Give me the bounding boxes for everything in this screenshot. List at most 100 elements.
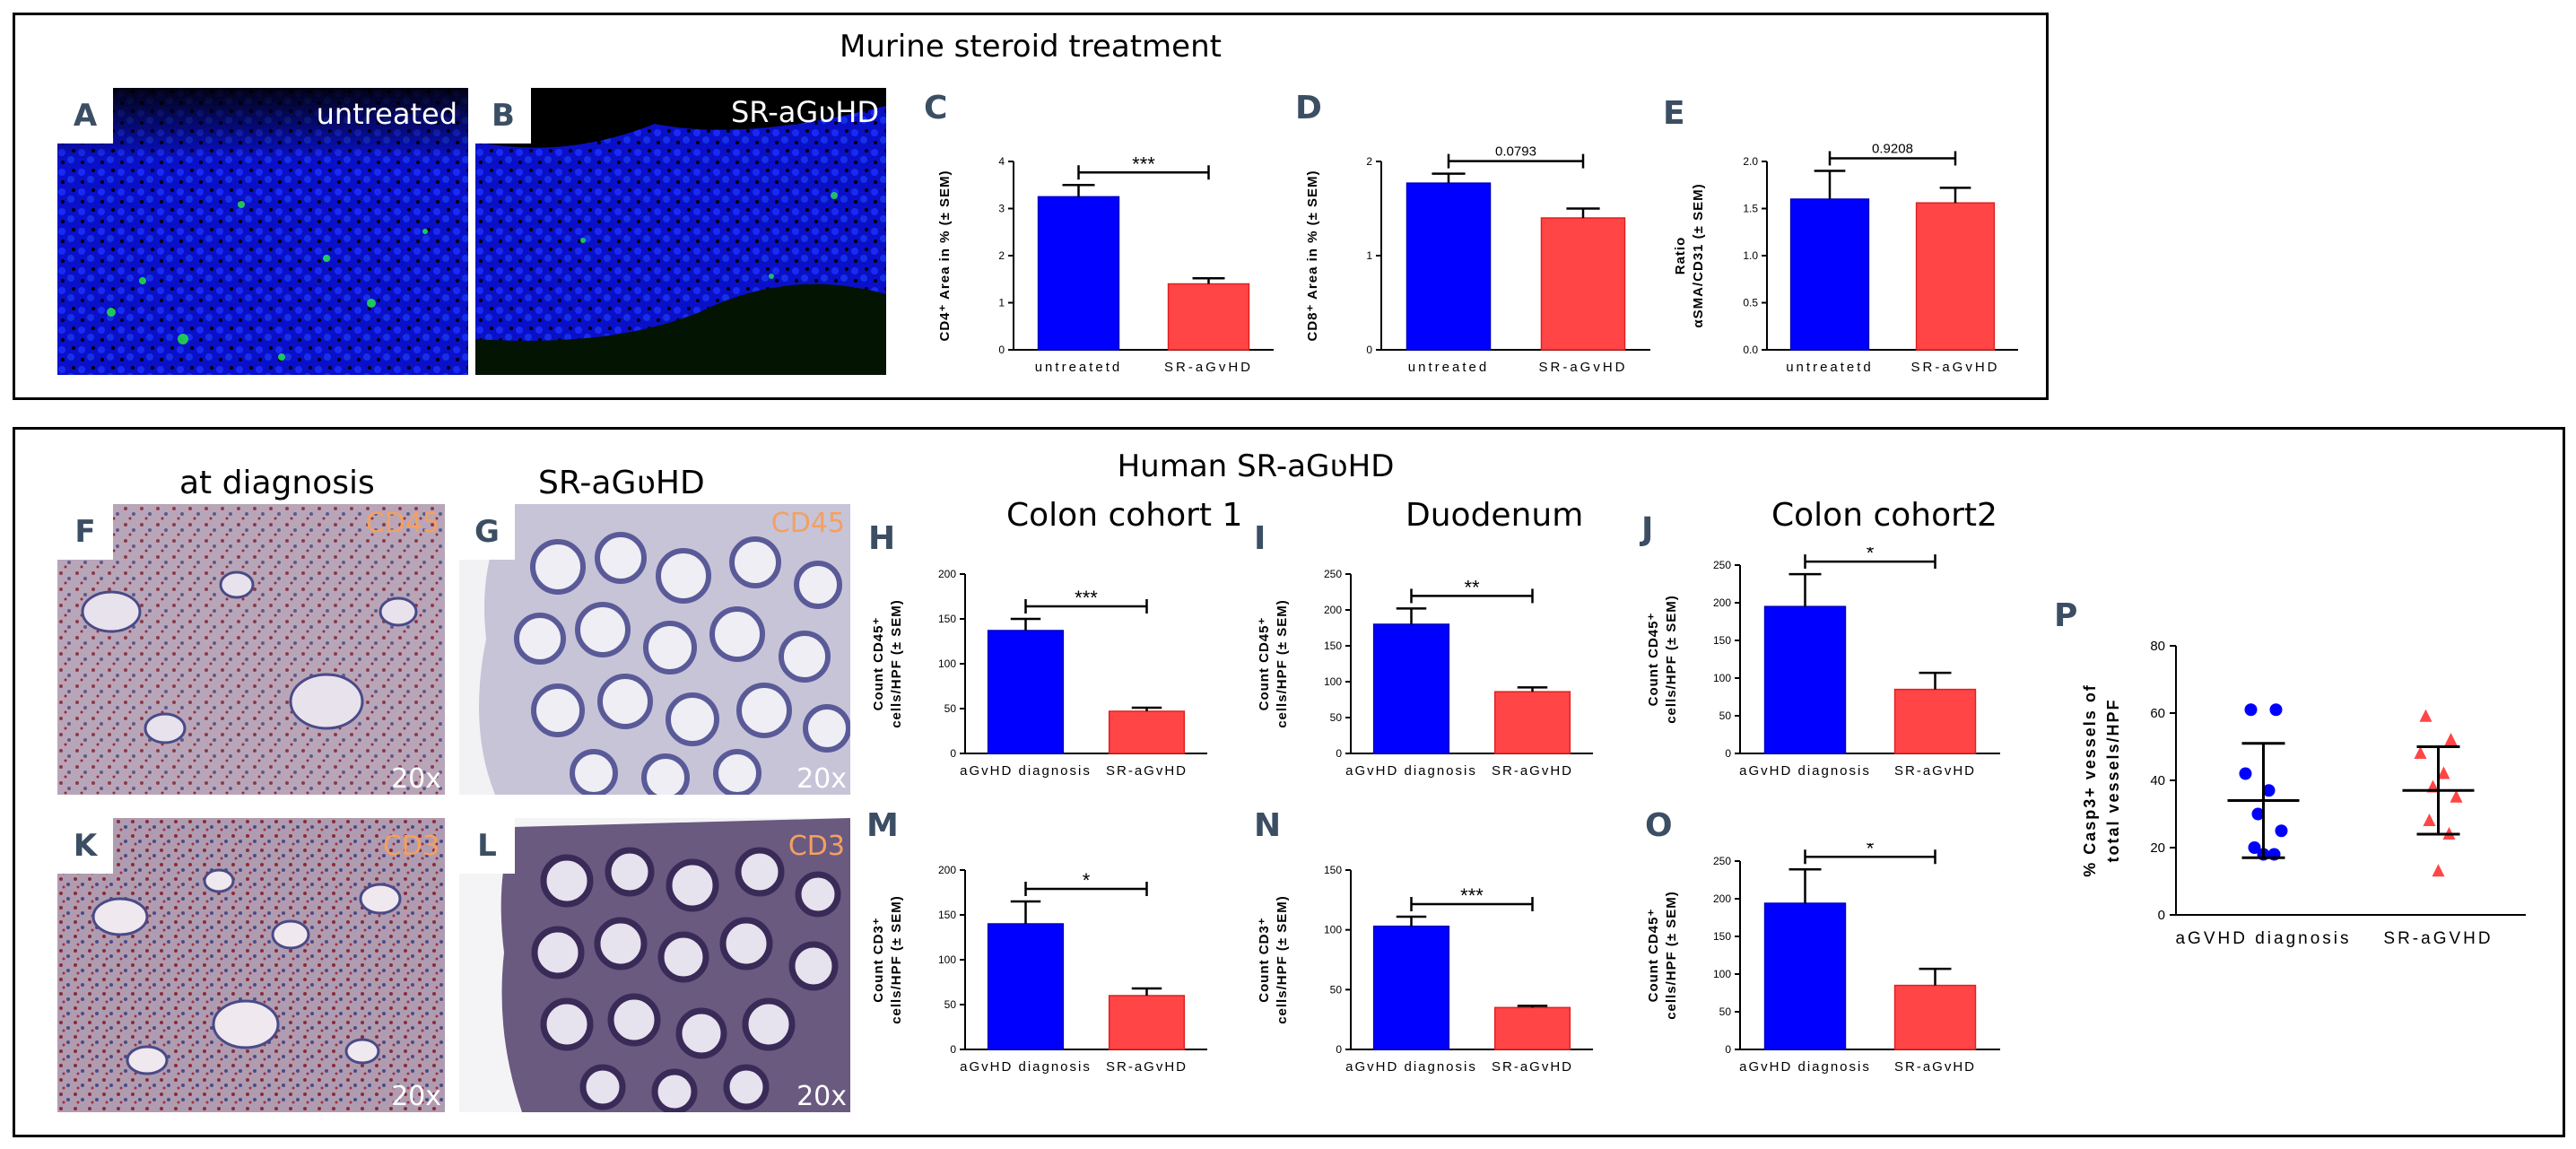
chart-n-bar-2 [1493,1006,1571,1050]
chart-p-letter: P [2054,597,2078,634]
chart-d-sig-label: 0.0793 [1495,144,1536,160]
chart-m-ytick-label: 100 [938,953,956,966]
chart-j-bar-2 [1893,688,1977,754]
chart-o-ylabel: cells/HPF (± SEM) [1664,891,1679,1020]
chart-m-bar-2 [1108,995,1186,1050]
chart-j-ytick-label: 150 [1713,634,1731,647]
chart-h-ytick-label: 150 [938,613,956,625]
chart-c-ytick-label: 2 [998,249,1005,262]
chart-o-sig-label: * [1867,843,1875,859]
chart-h-sig-label: *** [1075,587,1098,609]
chart-c-xlabel-1: untreatetd [1035,360,1123,375]
chart-i-ylabel: Count CD45⁺ [1257,617,1272,711]
chart-e-ylabel: αSMA/CD31 (± SEM) [1691,183,1706,327]
panel-g-letter: G [459,504,515,560]
chart-n-ytick-label: 0 [1336,1043,1342,1056]
chart-o-xlabel-1: aGvHD diagnosis [1739,1059,1871,1075]
chart-i-xlabel-2: SR-aGvHD [1492,763,1573,779]
chart-j-xlabel-1: aGvHD diagnosis [1739,763,1871,779]
chart-e-ytick-label: 0.5 [1743,297,1758,309]
chart-m-ytick-label: 200 [938,864,956,876]
chart-d-ytick-label: 0 [1366,344,1372,356]
chart-i-ytick-label: 150 [1324,640,1342,652]
panel-k-magnification: 20x [391,1081,441,1112]
chart-p-point-1-4 [2262,784,2276,797]
chart-i-ytick-label: 250 [1324,568,1342,580]
panel-l-marker-label: CD3 [788,831,845,862]
chart-c-sig-label: *** [1132,152,1155,175]
chart-j-ytick-label: 250 [1713,559,1731,571]
chart-d-ylabel: CD8⁺ Area in % (± SEM) [1305,170,1320,342]
chart-e-xlabel-1: untreatetd [1786,360,1874,375]
chart-n-xlabel-1: aGvHD diagnosis [1345,1059,1477,1075]
panel-k-letter: K [57,818,113,874]
chart-d-bar-1 [1405,182,1492,351]
panel-l-letter: L [459,818,515,874]
chart-p-point-2-2 [2444,733,2458,745]
chart-j-ytick-label: 0 [1725,747,1731,760]
murine-section-title: Murine steroid treatment [840,29,1222,65]
chart-p-point-1-1 [2244,703,2258,717]
chart-m-ytick-label: 150 [938,909,956,921]
chart-p-point-1-6 [2275,824,2288,838]
human-section-frame [13,427,2565,1137]
chart-c-ytick-label: 3 [998,203,1005,215]
chart-h-ytick-label: 200 [938,568,956,580]
chart-m-ytick-label: 0 [950,1043,956,1056]
chart-m-bar-1 [987,923,1065,1050]
chart-j-ytick-label: 100 [1713,672,1731,684]
chart-p-ylabel: % Casp3+ vessels of [2081,683,2099,877]
chart-o-bar-2 [1893,984,1977,1050]
chart-m: 0 50 100 150 200 Count CD3⁺ cells/HPF (± SEM) a… [871,864,1207,1075]
chart-p-point-2-1 [2419,709,2432,722]
chart-n-ylabel: cells/HPF (± SEM) [1275,895,1290,1024]
chart-i-letter: I [1254,520,1266,557]
sr-agvhd-heading: SR-aGʋHD [538,465,705,501]
chart-m-sig-label: * [1083,869,1091,892]
chart-e-bar-2 [1915,202,1996,351]
chart-e-ytick-label: 2.0 [1743,155,1758,168]
chart-d-bar-2 [1540,217,1626,351]
chart-o: 0 50 100 150 200 250 Count CD45⁺ cells/HPF (± S… [1646,843,2000,1075]
chart-h-bar-1 [987,630,1065,754]
chart-m-xlabel-1: aGvHD diagnosis [960,1059,1092,1075]
chart-c-bar-2 [1167,283,1250,351]
panel-g-marker-label: CD45 [770,508,845,539]
panel-a-condition-label: untreated [316,97,457,131]
chart-c-letter: C [924,90,948,126]
chart-d-xlabel-2: SR-aGvHD [1538,360,1627,375]
chart-n-bar-1 [1372,925,1450,1050]
chart-c-xlabel-2: SR-aGvHD [1164,360,1253,375]
chart-d-ytick-label: 1 [1366,249,1372,262]
chart-n-letter: N [1254,807,1282,844]
chart-i: 0 50 100 150 200 250 Count CD45⁺ cells/HPF (± S… [1257,568,1593,779]
chart-d-ytick-label: 2 [1366,155,1372,168]
colon-cohort-1-heading: Colon cohort 1 [1006,497,1243,534]
panel-f-tissue-image [57,504,445,795]
chart-d-letter: D [1295,90,1322,126]
chart-e-ytick-label: 1.0 [1743,249,1758,262]
chart-m-xlabel-2: SR-aGvHD [1106,1059,1188,1075]
chart-e-ytick-label: 1.5 [1743,203,1758,215]
at-diagnosis-heading: at diagnosis [179,465,375,501]
chart-o-ytick-label: 150 [1713,930,1731,943]
panel-l-tissue-image [459,818,850,1112]
chart-o-xlabel-2: SR-aGvHD [1894,1059,1976,1075]
chart-c-bar-1 [1037,196,1120,351]
chart-j-bar-1 [1763,605,1847,754]
chart-j-ylabel: Count CD45⁺ [1646,613,1661,707]
human-section-title: Human SR-aGʋHD [1117,448,1395,484]
chart-n: 0 50 100 150 Count CD3⁺ cells/HPF (± SEM) aGvH… [1257,864,1593,1075]
chart-c-ytick-label: 1 [998,297,1005,309]
chart-p-point-1-2 [2269,703,2283,717]
chart-p-ytick-label: 80 [2150,639,2165,654]
chart-o-letter: O [1645,807,1673,844]
panel-a-microscopy-image: A untreated [57,88,468,375]
chart-e-letter: E [1663,95,1685,132]
chart-p-point-2-7 [2423,814,2436,826]
panel-b-fluorescence-image [475,88,886,375]
panel-f-marker-label: CD45 [365,508,439,539]
chart-p-ytick-label: 60 [2150,706,2165,721]
chart-p-ytick-label: 0 [2158,908,2165,923]
chart-i-ytick-label: 0 [1336,747,1342,760]
